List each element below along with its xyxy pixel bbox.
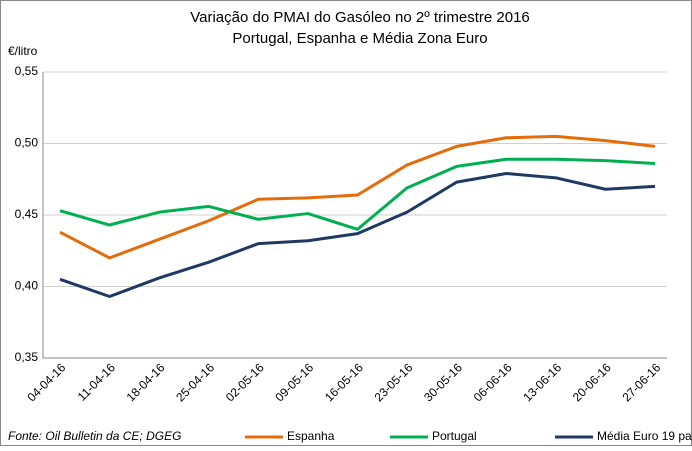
legend-label: Portugal [432,429,477,443]
y-axis-label: €/litro [8,44,38,58]
line-series [59,157,656,231]
chart-subtitle: Portugal, Espanha e Média Zona Euro [232,30,487,47]
legend-label: Espanha [287,429,335,443]
y-tick-label: 0,35 [15,350,39,364]
chart-title: Variação do PMAI do Gasóleo no 2º trimes… [190,9,530,26]
source-note: Fonte: Oil Bulletin da CE; DGEG [8,429,181,443]
y-tick-label: 0,45 [15,207,39,221]
line-series [59,172,656,299]
y-tick-label: 0,55 [15,64,39,78]
y-tick-label: 0,40 [15,279,39,293]
line-series [59,134,656,260]
legend-label: Média Euro 19 países [597,429,692,443]
y-tick-label: 0,50 [15,136,39,150]
